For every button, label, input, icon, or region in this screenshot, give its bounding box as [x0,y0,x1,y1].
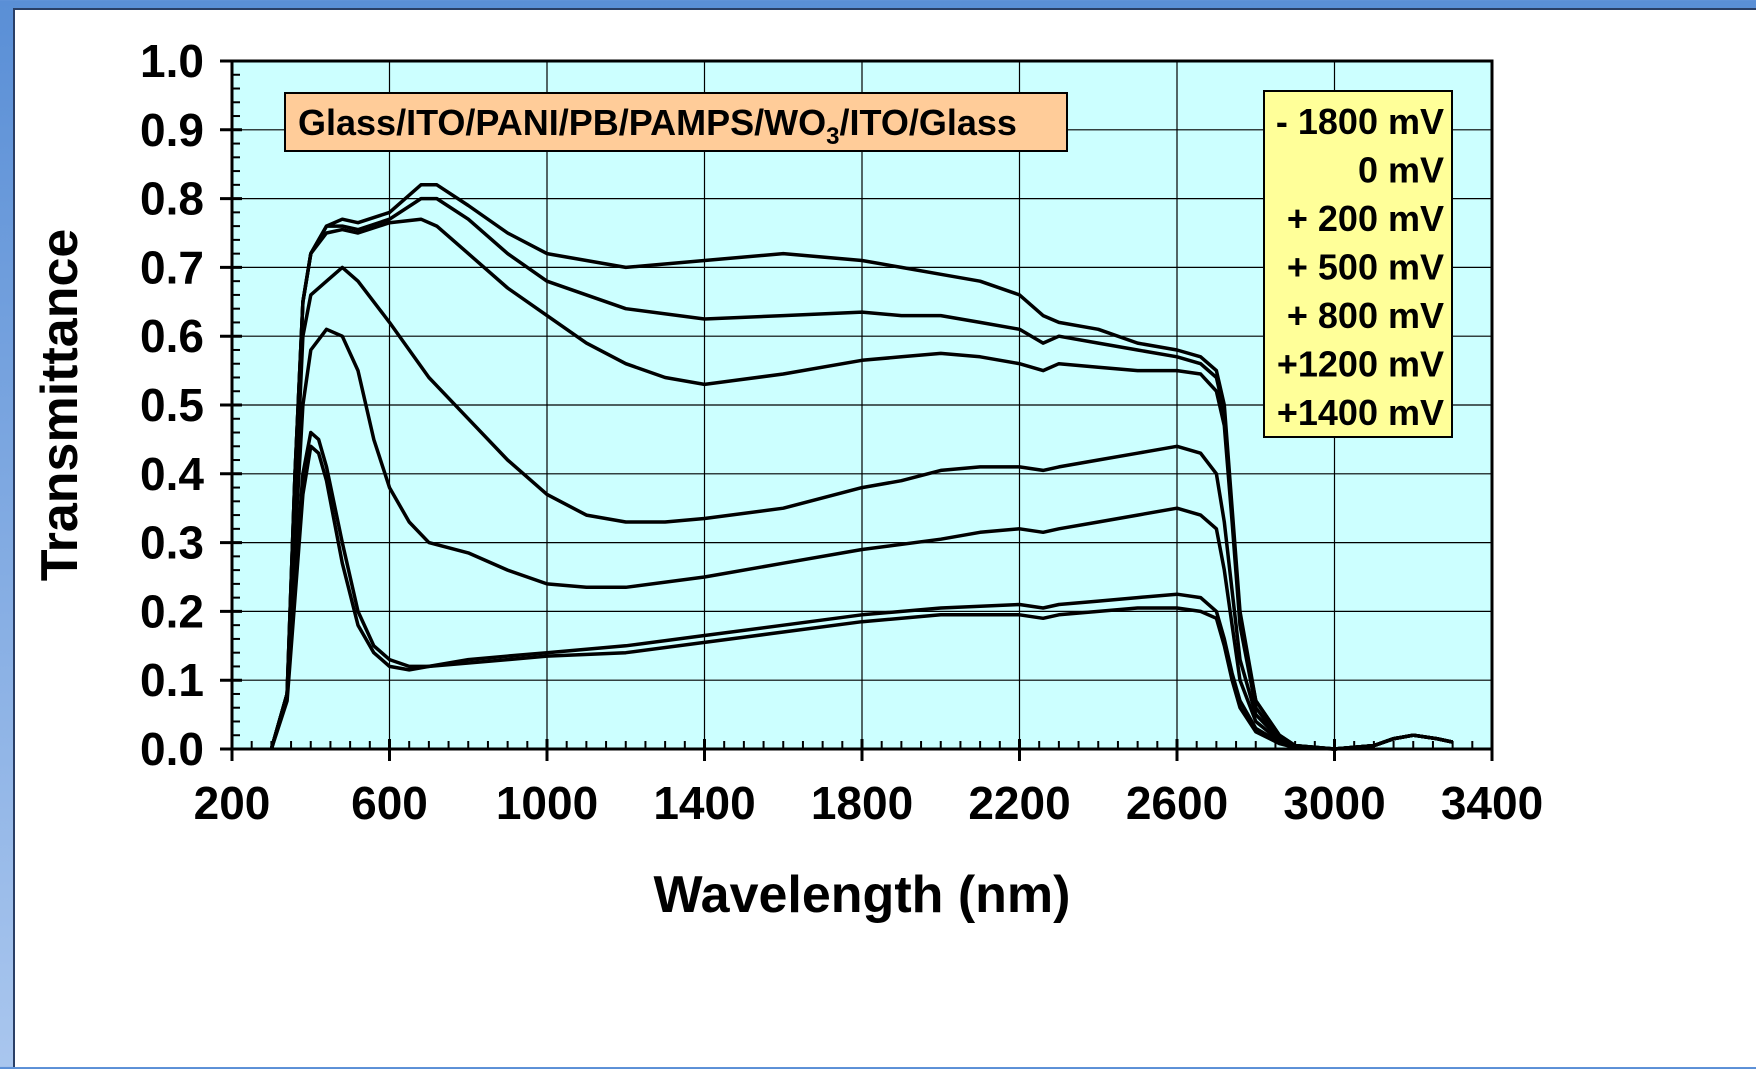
legend-entry: + 800 mV [1287,295,1444,336]
x-tick-label: 600 [351,777,428,829]
y-axis-title: Transmittance [31,229,89,582]
gridlines [232,61,1492,749]
legend-entry: - 1800 mV [1276,101,1444,142]
x-tick-label: 1000 [496,777,598,829]
axis-ticks [220,59,1494,761]
slide-frame: 200 600 1000 1400 1800 2200 2600 3000 3400 0.0 0.… [13,8,1756,1067]
legend-entry: + 200 mV [1287,198,1444,239]
x-tick-labels: 200 600 1000 1400 1800 2200 2600 3000 3400 [194,777,1544,829]
series-lines [269,183,1453,751]
y-tick-label: 1.0 [140,35,204,87]
y-tick-label: 0.8 [140,173,204,225]
x-tick-label: 1800 [811,777,913,829]
legend: - 1800 mV 0 mV + 200 mV + 500 mV + 800 mV +12… [1263,90,1453,438]
annotation-box [284,92,1068,152]
y-tick-label: 0.0 [140,723,204,775]
x-tick-label: 2600 [1126,777,1228,829]
y-tick-label: 0.3 [140,517,204,569]
series-line-7 [269,444,1453,751]
x-tick-label: 2200 [968,777,1070,829]
legend-entry: +1400 mV [1277,392,1444,433]
x-tick-label: 200 [194,777,271,829]
annotation-text: Glass/ITO/PANI/PB/PAMPS/WO3/ITO/Glass [298,102,1017,150]
series-line-2 [269,196,1453,751]
transmittance-chart: 200 600 1000 1400 1800 2200 2600 3000 3400 0.00.… [31,35,1544,924]
legend-entry: + 500 mV [1287,247,1444,288]
annotation-prefix: Glass/ITO/PANI/PB/PAMPS/WO [298,102,826,143]
x-tick-label: 3400 [1441,777,1543,829]
annotation-subscript: 3 [826,123,839,150]
y-tick-label: 0.9 [140,104,204,156]
y-tick-label: 0.1 [140,654,204,706]
legend-entries: - 1800 mV 0 mV + 200 mV + 500 mV + 800 mV +12… [1276,101,1444,433]
legend-entry: +1200 mV [1277,344,1444,385]
y-tick-label: 0.5 [140,379,204,431]
y-tick-label: 0.7 [140,241,204,293]
x-axis-title: Wavelength (nm) [654,866,1071,924]
device-structure-label: Glass/ITO/PANI/PB/PAMPS/WO3/ITO/Glass [284,92,1068,152]
legend-entry: 0 mV [1358,150,1444,191]
y-tick-label: 0.4 [140,448,204,500]
x-tick-label: 1400 [653,777,755,829]
annotation-suffix: /ITO/Glass [839,102,1016,143]
x-tick-label: 3000 [1283,777,1385,829]
y-tick-label: 0.6 [140,310,204,362]
y-tick-label: 0.2 [140,585,204,637]
legend-box [1263,90,1453,438]
y-tick-labels: 0.0 0.1 0.2 0.3 0.4 0.5 0.6 0.7 0.8 0.9 1.0 [140,35,204,775]
